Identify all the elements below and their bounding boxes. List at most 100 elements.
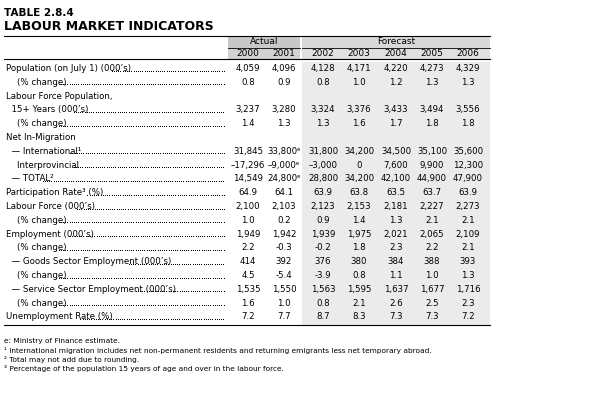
Text: 2.2: 2.2 xyxy=(425,243,439,252)
Text: 1.0: 1.0 xyxy=(352,78,366,87)
Text: 0.2: 0.2 xyxy=(277,216,291,225)
Text: 3,324: 3,324 xyxy=(311,105,335,114)
Text: Labour Force (000’s): Labour Force (000’s) xyxy=(6,202,95,211)
Text: 1,595: 1,595 xyxy=(347,285,371,294)
Text: 1.6: 1.6 xyxy=(241,298,255,308)
Text: 2,103: 2,103 xyxy=(271,202,296,211)
Text: 63.9: 63.9 xyxy=(458,188,477,197)
Text: 2.1: 2.1 xyxy=(425,216,439,225)
Text: -5.4: -5.4 xyxy=(276,271,293,280)
Text: 2,153: 2,153 xyxy=(347,202,371,211)
Text: 1.3: 1.3 xyxy=(461,271,475,280)
Text: (% change): (% change) xyxy=(6,119,67,128)
Text: 28,800: 28,800 xyxy=(308,175,338,183)
Text: 0.8: 0.8 xyxy=(316,298,330,308)
Text: 376: 376 xyxy=(314,257,331,266)
Text: 2,123: 2,123 xyxy=(311,202,335,211)
Bar xyxy=(228,48,300,59)
Text: 1.4: 1.4 xyxy=(352,216,366,225)
Text: 4,128: 4,128 xyxy=(311,64,335,73)
Text: 2,273: 2,273 xyxy=(455,202,480,211)
Text: (% change): (% change) xyxy=(6,298,67,308)
Text: 33,800ᵉ: 33,800ᵉ xyxy=(267,147,301,156)
Text: 1,939: 1,939 xyxy=(311,230,335,239)
Bar xyxy=(228,36,300,48)
Text: 2.2: 2.2 xyxy=(241,243,255,252)
Text: 47,900: 47,900 xyxy=(453,175,483,183)
Text: (% change): (% change) xyxy=(6,216,67,225)
Text: e: Ministry of Finance estimate.: e: Ministry of Finance estimate. xyxy=(4,338,120,344)
Text: 7,600: 7,600 xyxy=(384,161,408,170)
Text: 1.8: 1.8 xyxy=(425,119,439,128)
Text: 1.4: 1.4 xyxy=(241,119,255,128)
Text: 14,549: 14,549 xyxy=(233,175,263,183)
Text: 24,800ᵉ: 24,800ᵉ xyxy=(267,175,301,183)
Text: 2.3: 2.3 xyxy=(389,243,403,252)
Text: 2.3: 2.3 xyxy=(461,298,475,308)
Text: Participation Rate³ (%): Participation Rate³ (%) xyxy=(6,188,103,197)
Text: 1.3: 1.3 xyxy=(389,216,403,225)
Text: 2,021: 2,021 xyxy=(384,230,408,239)
Text: 63.8: 63.8 xyxy=(349,188,369,197)
Text: 2002: 2002 xyxy=(312,49,335,58)
Text: 35,100: 35,100 xyxy=(417,147,447,156)
Text: — International¹: — International¹ xyxy=(6,147,81,156)
Text: 393: 393 xyxy=(460,257,476,266)
Text: ³ Percentage of the population 15 years of age and over in the labour force.: ³ Percentage of the population 15 years … xyxy=(4,365,284,372)
Text: — TOTAL²: — TOTAL² xyxy=(6,175,54,183)
Text: 2.1: 2.1 xyxy=(461,216,475,225)
Text: Employment (000’s): Employment (000’s) xyxy=(6,230,94,239)
Text: 7.3: 7.3 xyxy=(425,312,439,322)
Text: 4.5: 4.5 xyxy=(241,271,255,280)
Text: 2005: 2005 xyxy=(421,49,444,58)
Text: 42,100: 42,100 xyxy=(381,175,411,183)
Text: 1.0: 1.0 xyxy=(277,298,291,308)
Text: 4,273: 4,273 xyxy=(419,64,444,73)
Text: -0.2: -0.2 xyxy=(314,243,332,252)
Text: 1.3: 1.3 xyxy=(277,119,291,128)
Text: 3,556: 3,556 xyxy=(455,105,480,114)
Text: — Goods Sector Employment (000’s): — Goods Sector Employment (000’s) xyxy=(6,257,171,266)
Text: –17,296: –17,296 xyxy=(231,161,265,170)
Text: 2006: 2006 xyxy=(457,49,480,58)
Text: 392: 392 xyxy=(276,257,292,266)
Text: 2001: 2001 xyxy=(273,49,296,58)
Text: 1.7: 1.7 xyxy=(389,119,403,128)
Text: 63.7: 63.7 xyxy=(422,188,441,197)
Text: Forecast: Forecast xyxy=(377,37,415,46)
Text: 63.9: 63.9 xyxy=(313,188,333,197)
Text: 1.0: 1.0 xyxy=(425,271,439,280)
Text: 2004: 2004 xyxy=(385,49,407,58)
Text: 384: 384 xyxy=(388,257,404,266)
Text: 3,237: 3,237 xyxy=(235,105,260,114)
Text: 9,900: 9,900 xyxy=(420,161,444,170)
Text: 414: 414 xyxy=(240,257,256,266)
Text: 35,600: 35,600 xyxy=(453,147,483,156)
Text: (% change): (% change) xyxy=(6,78,67,87)
Text: 1,550: 1,550 xyxy=(271,285,296,294)
Text: 1.0: 1.0 xyxy=(241,216,255,225)
Text: –9,000ᵉ: –9,000ᵉ xyxy=(268,161,300,170)
Text: ¹ International migration includes net non-permanent residents and returning emi: ¹ International migration includes net n… xyxy=(4,347,432,354)
Text: (% change): (% change) xyxy=(6,271,67,280)
Text: 1,563: 1,563 xyxy=(311,285,335,294)
Text: 7.7: 7.7 xyxy=(277,312,291,322)
Text: 2.6: 2.6 xyxy=(389,298,403,308)
Text: 2,100: 2,100 xyxy=(235,202,260,211)
Text: 4,171: 4,171 xyxy=(347,64,371,73)
Text: 1,975: 1,975 xyxy=(347,230,371,239)
Text: –3,000: –3,000 xyxy=(309,161,337,170)
Text: 44,900: 44,900 xyxy=(417,175,447,183)
Text: 3,494: 3,494 xyxy=(419,105,444,114)
Text: 4,096: 4,096 xyxy=(272,64,296,73)
Text: 0.8: 0.8 xyxy=(316,78,330,87)
Text: 8.7: 8.7 xyxy=(316,312,330,322)
Text: 2003: 2003 xyxy=(348,49,371,58)
Text: 12,300: 12,300 xyxy=(453,161,483,170)
Text: 2.5: 2.5 xyxy=(425,298,439,308)
Text: 1.3: 1.3 xyxy=(316,119,330,128)
Text: 4,059: 4,059 xyxy=(236,64,260,73)
Bar xyxy=(302,62,490,325)
Text: 7.2: 7.2 xyxy=(461,312,475,322)
Text: 1.8: 1.8 xyxy=(461,119,475,128)
